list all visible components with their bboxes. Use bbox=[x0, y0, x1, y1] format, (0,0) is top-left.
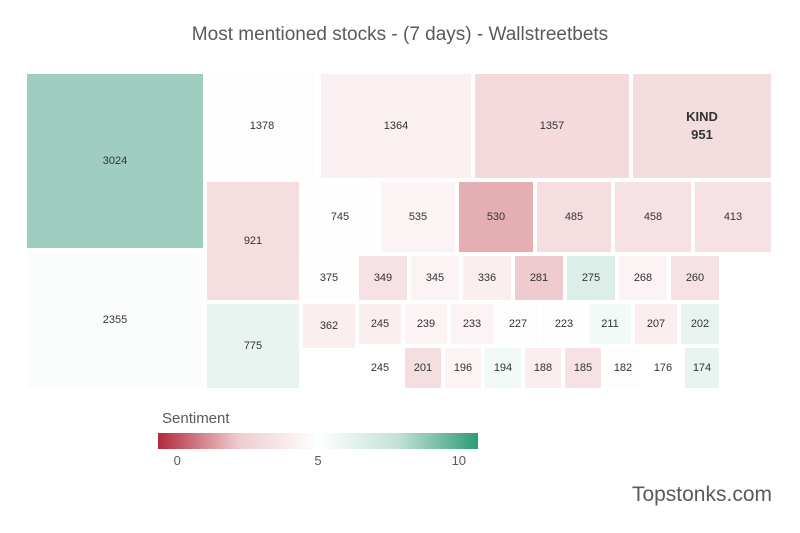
cell-value: 207 bbox=[647, 317, 665, 332]
treemap-cell: 196 bbox=[443, 346, 483, 390]
cell-value: 336 bbox=[478, 271, 496, 286]
treemap-cell: 1378 bbox=[205, 72, 319, 180]
treemap-cell: 245 bbox=[357, 302, 403, 346]
cell-value: 281 bbox=[530, 271, 548, 286]
cell-value: 349 bbox=[374, 271, 392, 286]
legend: Sentiment 0 5 10 bbox=[158, 410, 478, 471]
treemap-cell: 211 bbox=[587, 302, 633, 346]
treemap-cell: 268 bbox=[617, 254, 669, 302]
cell-value: 275 bbox=[582, 271, 600, 286]
treemap-cell: 535 bbox=[379, 180, 457, 254]
treemap-cell: 185 bbox=[563, 346, 603, 390]
legend-tick-max: 10 bbox=[452, 453, 466, 468]
cell-value: 239 bbox=[417, 317, 435, 332]
cell-value: 535 bbox=[409, 210, 427, 225]
treemap-cell: 745 bbox=[301, 180, 379, 254]
cell-value: 176 bbox=[654, 361, 672, 376]
treemap-cell: 260 bbox=[669, 254, 721, 302]
cell-value: 196 bbox=[454, 361, 472, 376]
treemap-cell: KIND951 bbox=[631, 72, 773, 180]
cell-value: 182 bbox=[614, 361, 632, 376]
cell-value: 174 bbox=[693, 361, 711, 376]
treemap-cell: 239 bbox=[403, 302, 449, 346]
cell-value: 345 bbox=[426, 271, 444, 286]
treemap-cell: 485 bbox=[535, 180, 613, 254]
treemap-cell: 188 bbox=[523, 346, 563, 390]
treemap-cell: 176 bbox=[643, 346, 683, 390]
cell-value: 188 bbox=[534, 361, 552, 376]
treemap-cell: 201 bbox=[403, 346, 443, 390]
treemap-cell: 202 bbox=[679, 302, 721, 346]
legend-title: Sentiment bbox=[162, 410, 478, 427]
treemap-cell: 362 bbox=[301, 302, 357, 350]
chart-title: Most mentioned stocks - (7 days) - Walls… bbox=[0, 24, 800, 46]
cell-value: 211 bbox=[601, 317, 619, 332]
treemap-cell: 223 bbox=[541, 302, 587, 346]
cell-value: 245 bbox=[371, 361, 389, 376]
cell-value: 375 bbox=[320, 271, 338, 286]
cell-value: 223 bbox=[555, 317, 573, 332]
cell-value: 1357 bbox=[540, 119, 564, 134]
treemap-cell: 413 bbox=[693, 180, 773, 254]
cell-value: 194 bbox=[494, 361, 512, 376]
cell-value: 268 bbox=[634, 271, 652, 286]
cell-ticker: KIND bbox=[686, 108, 718, 126]
treemap-cell: 349 bbox=[357, 254, 409, 302]
cell-value: 921 bbox=[244, 234, 262, 249]
cell-value: 413 bbox=[724, 210, 742, 225]
treemap-cell: 345 bbox=[409, 254, 461, 302]
treemap-cell: 182 bbox=[603, 346, 643, 390]
treemap-cell: 227 bbox=[495, 302, 541, 346]
treemap-cell: 921 bbox=[205, 180, 301, 302]
cell-value: 951 bbox=[691, 126, 713, 144]
legend-ticks: 0 5 10 bbox=[158, 449, 478, 471]
legend-tick-mid: 5 bbox=[314, 453, 321, 468]
cell-value: 201 bbox=[414, 361, 432, 376]
treemap-cell: 174 bbox=[683, 346, 721, 390]
cell-value: 775 bbox=[244, 339, 262, 354]
cell-value: 202 bbox=[691, 317, 709, 332]
cell-value: 260 bbox=[686, 271, 704, 286]
cell-value: 227 bbox=[509, 317, 527, 332]
treemap-cell: 233 bbox=[449, 302, 495, 346]
cell-value: 745 bbox=[331, 210, 349, 225]
cell-value: 3024 bbox=[103, 154, 127, 169]
treemap-cell: 375 bbox=[301, 254, 357, 302]
cell-value: 2355 bbox=[103, 313, 127, 328]
treemap-cell: 775 bbox=[205, 302, 301, 390]
treemap-cell: 530 bbox=[457, 180, 535, 254]
treemap-cell: 281 bbox=[513, 254, 565, 302]
treemap-cell: 2355 bbox=[25, 250, 205, 390]
treemap-cell: 1357 bbox=[473, 72, 631, 180]
treemap-cell: 194 bbox=[483, 346, 523, 390]
treemap-cell: 336 bbox=[461, 254, 513, 302]
treemap-chart: 3024 2355 1378 1364 1357 KIND951 921 745 535 530 4… bbox=[25, 72, 773, 390]
footer-attribution: Topstonks.com bbox=[632, 483, 772, 507]
cell-value: 530 bbox=[487, 210, 505, 225]
treemap-cell: 275 bbox=[565, 254, 617, 302]
legend-colorbar bbox=[158, 433, 478, 449]
cell-value: 245 bbox=[371, 317, 389, 332]
cell-value: 458 bbox=[644, 210, 662, 225]
treemap-cell: 3024 bbox=[25, 72, 205, 250]
cell-value: 1364 bbox=[384, 119, 408, 134]
cell-value: 233 bbox=[463, 317, 481, 332]
cell-value: 185 bbox=[574, 361, 592, 376]
treemap-cell: 245 bbox=[357, 346, 403, 390]
legend-tick-min: 0 bbox=[174, 453, 181, 468]
treemap-cell: 458 bbox=[613, 180, 693, 254]
cell-value: 485 bbox=[565, 210, 583, 225]
cell-value: 362 bbox=[320, 319, 338, 334]
treemap-cell: 1364 bbox=[319, 72, 473, 180]
cell-value: 1378 bbox=[250, 119, 274, 134]
treemap-cell: 207 bbox=[633, 302, 679, 346]
